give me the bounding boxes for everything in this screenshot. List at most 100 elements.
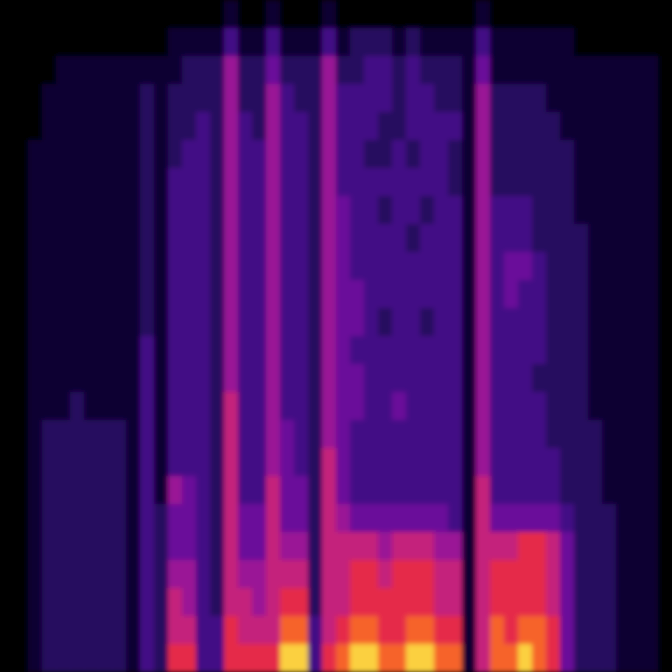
cell: [98, 616, 113, 645]
cell: [56, 0, 71, 29]
cell: [644, 588, 659, 617]
cell: [518, 644, 533, 672]
cell: [532, 532, 547, 561]
cell: [560, 308, 575, 337]
cell: [532, 252, 547, 281]
cell: [210, 84, 225, 113]
cell: [126, 392, 141, 421]
cell: [224, 28, 239, 57]
cell: [490, 56, 505, 85]
cell: [112, 308, 127, 337]
cell: [532, 168, 547, 197]
cell: [364, 252, 379, 281]
cell: [266, 644, 281, 672]
cell: [56, 448, 71, 477]
cell: [532, 280, 547, 309]
cell: [98, 140, 113, 169]
cell: [28, 84, 43, 113]
cell: [490, 84, 505, 113]
cell: [238, 0, 253, 29]
cell: [602, 28, 617, 57]
cell: [280, 280, 295, 309]
cell: [462, 588, 477, 617]
cell: [504, 56, 519, 85]
cell: [406, 84, 421, 113]
cell: [224, 476, 239, 505]
cell: [364, 420, 379, 449]
cell: [560, 644, 575, 672]
cell: [14, 28, 29, 57]
cell: [56, 532, 71, 561]
cell: [574, 560, 589, 589]
cell: [630, 0, 645, 29]
cell: [238, 532, 253, 561]
cell: [14, 560, 29, 589]
cell: [266, 84, 281, 113]
cell: [196, 280, 211, 309]
cell: [322, 112, 337, 141]
cell: [294, 420, 309, 449]
cell: [364, 392, 379, 421]
cell: [28, 644, 43, 672]
cell: [56, 616, 71, 645]
cell: [462, 84, 477, 113]
cell: [112, 336, 127, 365]
cell: [448, 420, 463, 449]
cell: [616, 196, 631, 225]
cell: [0, 56, 15, 85]
cell: [420, 588, 435, 617]
cell: [280, 616, 295, 645]
cell: [112, 84, 127, 113]
cell: [518, 504, 533, 533]
cell: [322, 392, 337, 421]
cell: [532, 84, 547, 113]
cell: [336, 196, 351, 225]
cell: [56, 252, 71, 281]
cell: [476, 560, 491, 589]
cell: [0, 84, 15, 113]
cell: [504, 196, 519, 225]
cell: [42, 140, 57, 169]
cell: [392, 420, 407, 449]
cell: [98, 364, 113, 393]
cell: [294, 56, 309, 85]
cell: [126, 28, 141, 57]
cell: [210, 0, 225, 29]
cell: [644, 532, 659, 561]
cell: [238, 280, 253, 309]
cell: [420, 308, 435, 337]
cell: [392, 112, 407, 141]
cell: [420, 280, 435, 309]
cell: [126, 308, 141, 337]
cell: [308, 56, 323, 85]
cell: [112, 616, 127, 645]
cell: [420, 0, 435, 29]
cell: [392, 196, 407, 225]
cell: [336, 308, 351, 337]
cell: [434, 588, 449, 617]
cell: [532, 336, 547, 365]
cell: [462, 112, 477, 141]
cell: [448, 336, 463, 365]
cell: [252, 280, 267, 309]
cell: [140, 56, 155, 85]
cell: [196, 140, 211, 169]
cell: [308, 84, 323, 113]
cell: [336, 644, 351, 672]
cell: [266, 224, 281, 253]
cell: [14, 392, 29, 421]
cell: [182, 616, 197, 645]
cell: [574, 448, 589, 477]
cell: [196, 644, 211, 672]
cell: [434, 56, 449, 85]
cell: [266, 560, 281, 589]
cell: [448, 560, 463, 589]
cell: [266, 0, 281, 29]
cell: [546, 560, 561, 589]
cell: [658, 448, 672, 477]
cell: [14, 364, 29, 393]
cell: [406, 336, 421, 365]
cell: [140, 560, 155, 589]
cell: [280, 308, 295, 337]
cell: [84, 252, 99, 281]
